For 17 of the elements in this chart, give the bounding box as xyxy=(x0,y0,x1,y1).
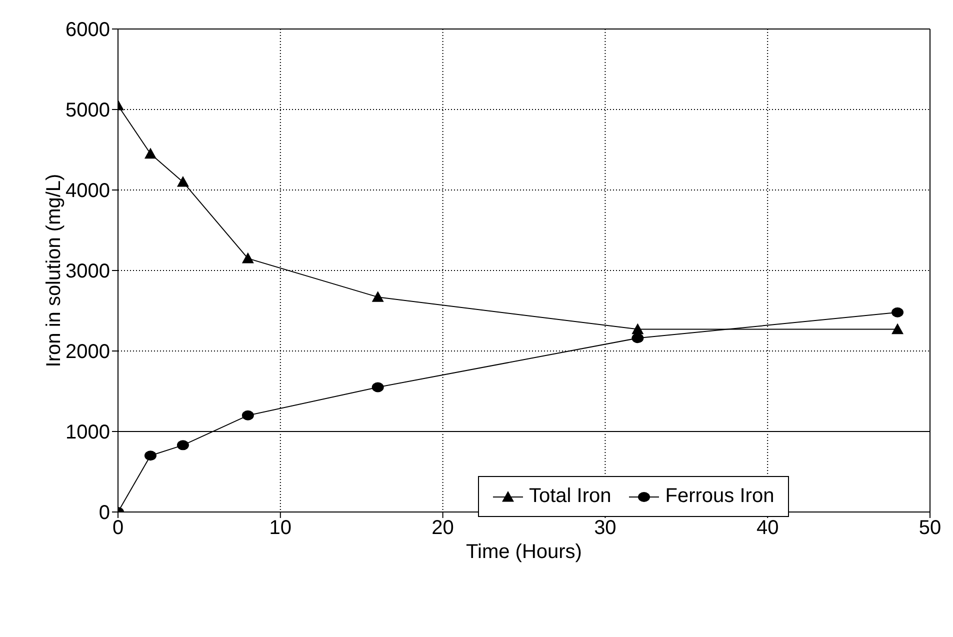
x-tick-label: 20 xyxy=(432,517,454,540)
y-tick-label: 5000 xyxy=(66,100,110,122)
y-tick-label: 0 xyxy=(98,502,110,524)
y-tick-label: 1000 xyxy=(66,422,110,444)
legend-label: Total Iron xyxy=(529,485,612,508)
x-tick-label: 50 xyxy=(918,517,942,540)
x-tick-label: 30 xyxy=(594,517,616,540)
y-tick-label: 6000 xyxy=(66,19,110,42)
y-axis-title: Iron in solution (mg/L) xyxy=(43,174,66,368)
x-tick-label: 0 xyxy=(112,517,124,540)
y-tick-label: 2000 xyxy=(66,341,110,364)
x-tick-label: 40 xyxy=(756,517,779,540)
y-tick-label: 4000 xyxy=(66,180,110,202)
x-tick-label: 10 xyxy=(269,517,292,540)
y-tick-label: 3000 xyxy=(66,260,110,283)
legend-label: Ferrous Iron xyxy=(665,485,774,508)
x-axis-title: Time (Hours) xyxy=(466,541,582,564)
